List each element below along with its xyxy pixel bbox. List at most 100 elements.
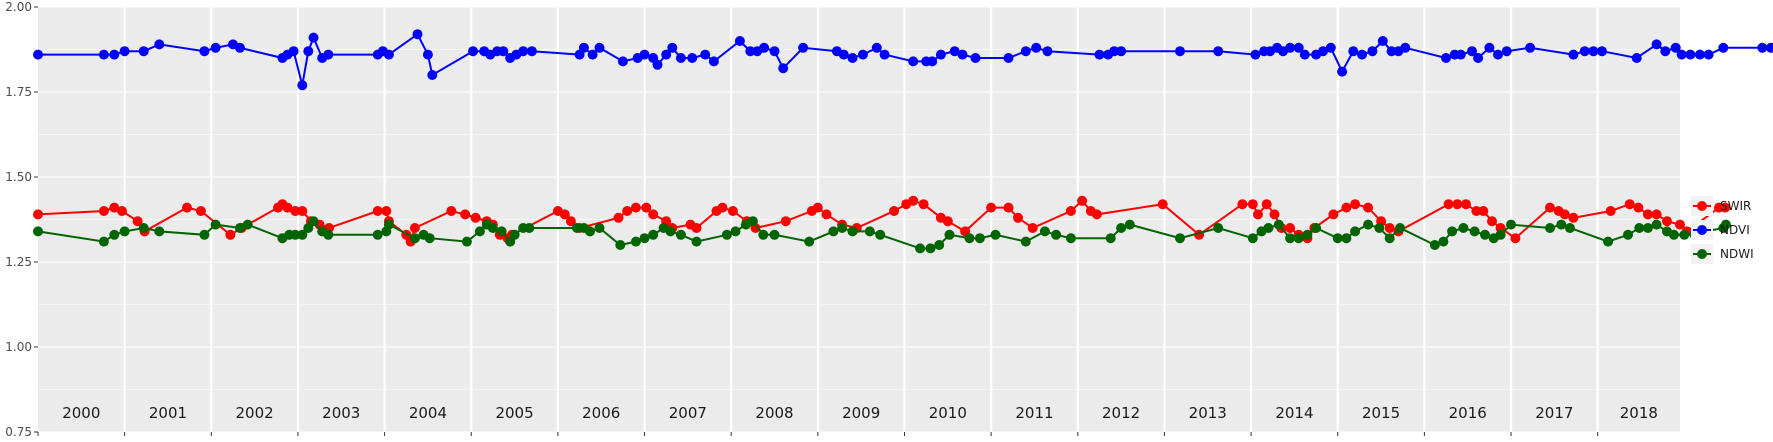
data-point-ndvi	[1348, 46, 1359, 57]
data-point-swir	[1157, 199, 1168, 210]
year-label: 2004	[409, 404, 447, 422]
data-point-ndwi	[1175, 233, 1185, 244]
data-point-ndvi	[847, 53, 858, 63]
data-point-ndvi	[1676, 49, 1687, 60]
data-point-ndwi	[154, 226, 165, 237]
data-point-ndvi	[1501, 46, 1512, 57]
data-point-swir	[1568, 212, 1579, 223]
data-point-ndwi	[934, 240, 945, 250]
data-point-swir	[1091, 209, 1102, 220]
data-point-ndvi	[1525, 42, 1536, 53]
data-point-ndwi	[1051, 229, 1062, 240]
data-point-ndwi	[1545, 223, 1555, 233]
data-point-ndvi	[1597, 46, 1607, 57]
data-point-ndvi	[700, 49, 711, 60]
data-point-ndwi	[675, 229, 686, 240]
data-point-ndvi	[970, 53, 981, 63]
data-point-swir	[1363, 202, 1374, 213]
data-point-swir	[33, 209, 43, 220]
data-point-ndvi	[594, 42, 605, 53]
data-point-swir	[1341, 202, 1352, 213]
data-point-ndwi	[615, 240, 626, 250]
data-point-ndvi	[33, 49, 43, 60]
data-point-ndvi	[1285, 42, 1296, 53]
legend-key-point	[1697, 201, 1707, 211]
data-point-ndwi	[1447, 226, 1458, 237]
year-label: 2002	[236, 404, 274, 422]
data-point-swir	[1559, 209, 1570, 220]
data-point-ndvi	[708, 56, 719, 67]
data-point-ndwi	[847, 226, 858, 237]
year-label: 2010	[929, 404, 967, 422]
data-point-ndvi	[234, 42, 245, 53]
data-point-ndwi	[1384, 233, 1395, 244]
data-point-ndvi	[1694, 49, 1705, 60]
data-point-ndwi	[138, 223, 149, 233]
data-point-swir	[1328, 209, 1339, 220]
data-point-ndvi	[1094, 49, 1105, 60]
data-point-ndvi	[427, 70, 438, 80]
data-point-ndwi	[594, 223, 605, 233]
data-point-swir	[195, 206, 206, 216]
data-point-ndwi	[1495, 229, 1506, 240]
data-point-ndwi	[585, 226, 595, 237]
data-point-swir	[1027, 223, 1038, 233]
legend-key-point	[1697, 249, 1707, 259]
y-tick-label: 1.00	[5, 340, 32, 354]
data-point-swir	[1065, 206, 1076, 216]
data-point-ndwi	[1105, 233, 1116, 244]
year-label: 2011	[1015, 404, 1053, 422]
data-point-ndwi	[487, 223, 498, 233]
data-point-ndwi	[1480, 229, 1490, 240]
data-point-ndvi	[1116, 46, 1127, 57]
data-point-swir	[641, 202, 652, 213]
data-point-swir	[98, 206, 109, 216]
data-point-ndvi	[308, 32, 319, 43]
data-point-ndvi	[323, 49, 334, 60]
data-point-ndwi	[303, 223, 314, 233]
data-point-swir	[1471, 206, 1482, 216]
data-point-ndwi	[828, 226, 839, 237]
data-point-ndwi	[1679, 229, 1690, 240]
data-point-ndwi	[758, 229, 769, 240]
data-point-swir	[1285, 223, 1296, 233]
data-point-ndwi	[630, 236, 641, 247]
data-point-swir	[918, 199, 929, 210]
data-point-ndvi	[769, 46, 780, 57]
data-point-swir	[717, 202, 728, 213]
data-point-ndwi	[769, 229, 780, 240]
data-point-ndvi	[578, 42, 589, 53]
year-label: 2013	[1189, 404, 1227, 422]
data-point-ndvi	[1003, 53, 1014, 63]
data-point-ndwi	[1020, 236, 1031, 247]
data-point-swir	[613, 212, 624, 223]
data-point-ndvi	[422, 49, 433, 60]
data-point-swir	[1461, 199, 1471, 210]
data-point-swir	[1384, 223, 1395, 233]
data-point-swir	[648, 209, 659, 220]
data-point-ndwi	[1302, 229, 1313, 240]
data-point-ndwi	[944, 229, 955, 240]
data-point-ndvi	[498, 46, 509, 57]
data-point-ndvi	[1703, 49, 1714, 60]
data-point-ndwi	[1668, 229, 1679, 240]
data-point-ndvi	[667, 42, 678, 53]
series-ndwi	[33, 216, 1731, 254]
data-point-ndwi	[964, 233, 975, 244]
data-point-ndvi	[778, 63, 789, 74]
data-point-swir	[1642, 209, 1653, 220]
data-point-ndwi	[1603, 236, 1614, 247]
data-point-ndvi	[1042, 46, 1053, 57]
data-point-ndvi	[210, 42, 221, 53]
data-point-ndvi	[639, 49, 650, 60]
data-point-swir	[1077, 195, 1088, 206]
data-point-ndwi	[234, 223, 245, 233]
data-point-ndwi	[1565, 223, 1575, 233]
data-point-ndwi	[119, 226, 130, 237]
data-point-ndvi	[119, 46, 130, 57]
y-axis: 0.75 1.00 1.25 1.50 1.75 2.00	[5, 0, 38, 439]
y-tick-label: 1.50	[5, 170, 32, 184]
data-point-ndvi	[288, 46, 299, 57]
data-point-swir	[297, 206, 308, 216]
y-tick-label: 2.00	[5, 0, 32, 14]
